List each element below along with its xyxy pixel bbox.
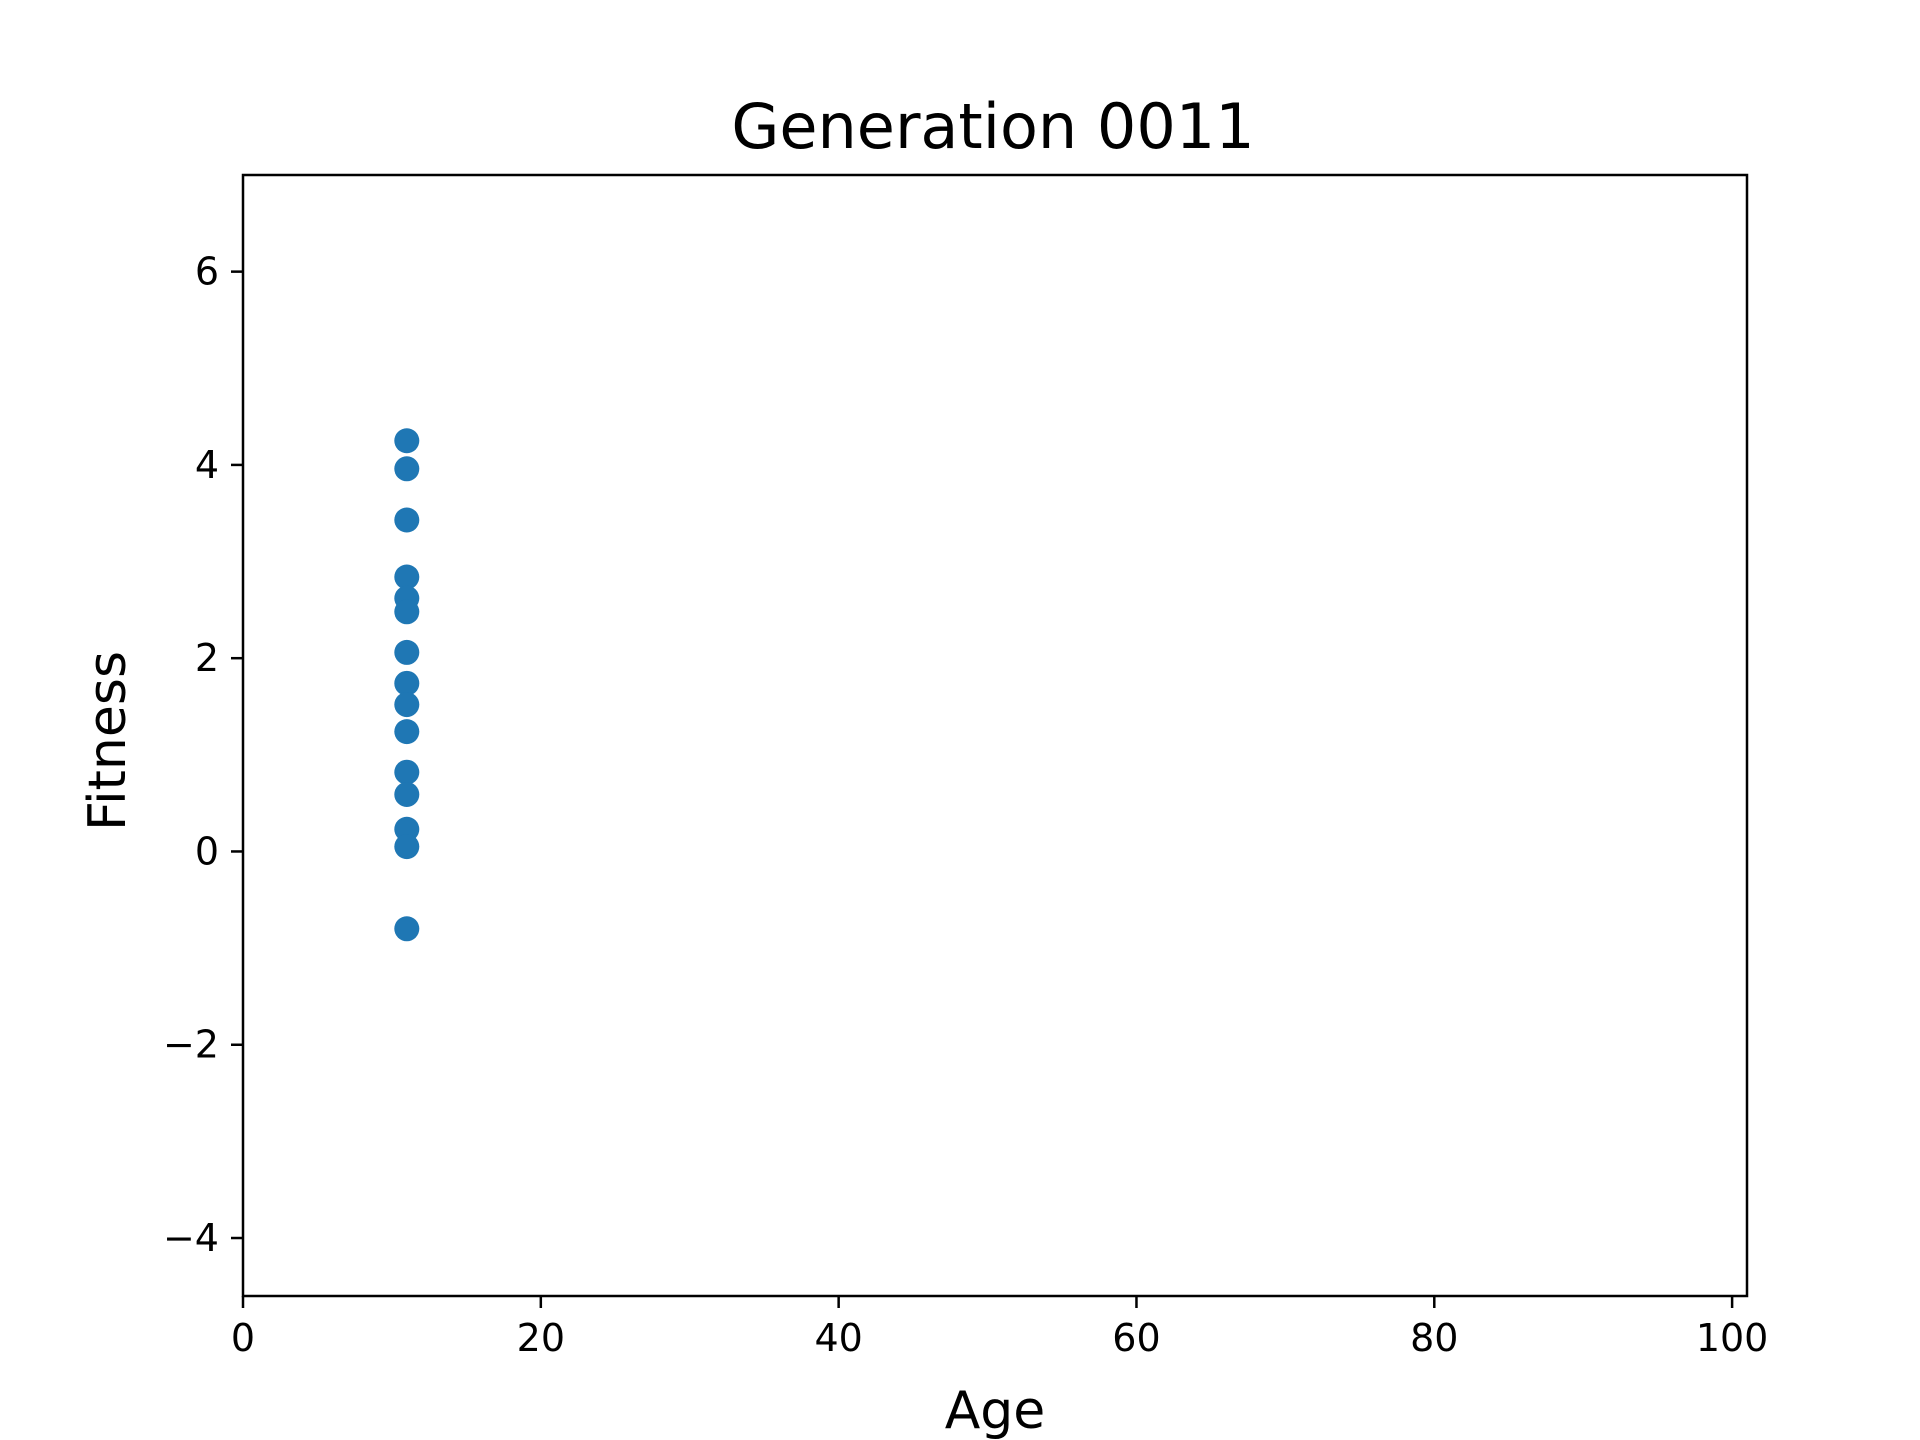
- x-tick-label: 60: [1112, 1316, 1160, 1360]
- x-axis-label: Age: [945, 1381, 1046, 1440]
- data-point: [394, 599, 420, 625]
- y-tick-label: 0: [195, 829, 219, 873]
- points-layer: [394, 428, 420, 942]
- data-point: [394, 816, 420, 842]
- y-tick-label: −4: [163, 1216, 219, 1260]
- x-tick-label: 20: [517, 1316, 565, 1360]
- data-point: [394, 564, 420, 590]
- plot-frame: [241, 173, 1749, 1298]
- y-tick-label: 6: [195, 250, 219, 294]
- data-point: [394, 834, 420, 860]
- data-point: [394, 639, 420, 665]
- y-axis-label: Fitness: [78, 651, 138, 831]
- data-point: [394, 428, 420, 454]
- data-point: [394, 456, 420, 482]
- x-tick-label: 0: [231, 1316, 255, 1360]
- y-tick-label: 2: [195, 636, 219, 680]
- y-axis-ticks: −4 −2 0 2 4 6: [163, 250, 243, 1260]
- chart-title: Generation 0011: [731, 90, 1254, 163]
- x-tick-label: 40: [814, 1316, 862, 1360]
- y-tick-label: −2: [163, 1023, 219, 1067]
- data-point: [394, 692, 420, 718]
- x-axis-ticks: 0 20 40 60 80 100: [231, 1296, 1768, 1360]
- data-point: [394, 507, 420, 533]
- data-point: [394, 719, 420, 745]
- x-tick-label: 100: [1696, 1316, 1769, 1360]
- y-tick-label: 4: [195, 443, 219, 487]
- data-point: [394, 781, 420, 807]
- data-point: [394, 759, 420, 785]
- x-tick-label: 80: [1410, 1316, 1458, 1360]
- data-point: [394, 670, 420, 696]
- data-point: [394, 916, 420, 942]
